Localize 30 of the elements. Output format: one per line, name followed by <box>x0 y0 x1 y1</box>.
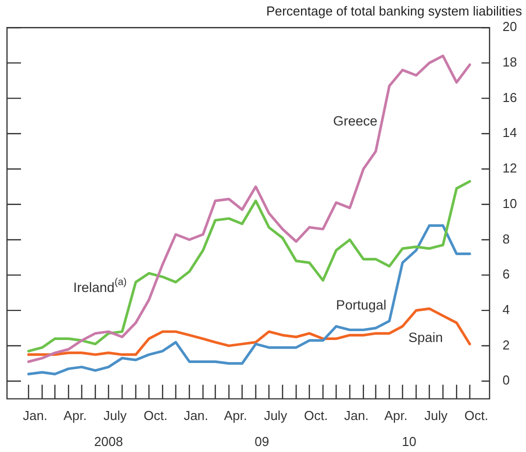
x-tick-label: July <box>104 408 128 424</box>
series-label: Greece <box>333 114 378 129</box>
y-axis-title: Percentage of total banking system liabilities <box>266 3 522 18</box>
y-tick-label: 16 <box>502 90 518 105</box>
series-label: Spain <box>408 330 443 346</box>
x2-tick-label: 2008 <box>94 434 123 449</box>
x-tick-label: Apr. <box>64 408 87 424</box>
y-tick-label: 4 <box>502 302 510 317</box>
y-tick-label: 8 <box>502 231 510 246</box>
x-tick-label: Oct. <box>144 408 168 424</box>
y-tick-label: 18 <box>502 54 518 70</box>
x-tick-label: Jan. <box>22 408 48 424</box>
y-tick-label: 10 <box>502 196 518 211</box>
x2-tick-label: 09 <box>254 434 270 449</box>
x-tick-label: Oct. <box>464 408 488 424</box>
y-tick-label: 12 <box>502 160 518 176</box>
y-tick-label: 2 <box>502 337 510 352</box>
y-tick-label: 14 <box>502 125 518 140</box>
y-tick-label: 20 <box>502 19 518 34</box>
x-tick-label: Apr. <box>384 408 408 424</box>
x-tick-label: Oct. <box>304 408 328 424</box>
y-tick-label: 0 <box>502 372 510 388</box>
series-label: Portugal <box>336 298 386 313</box>
x-tick-label: July <box>424 408 448 424</box>
x-tick-label: Apr. <box>224 408 248 424</box>
y-tick-label: 6 <box>502 266 510 282</box>
x-tick-label: July <box>264 408 288 424</box>
x-tick-label: Jan. <box>344 408 369 424</box>
x2-tick-label: 10 <box>402 434 416 449</box>
x-tick-label: Jan. <box>184 408 208 424</box>
